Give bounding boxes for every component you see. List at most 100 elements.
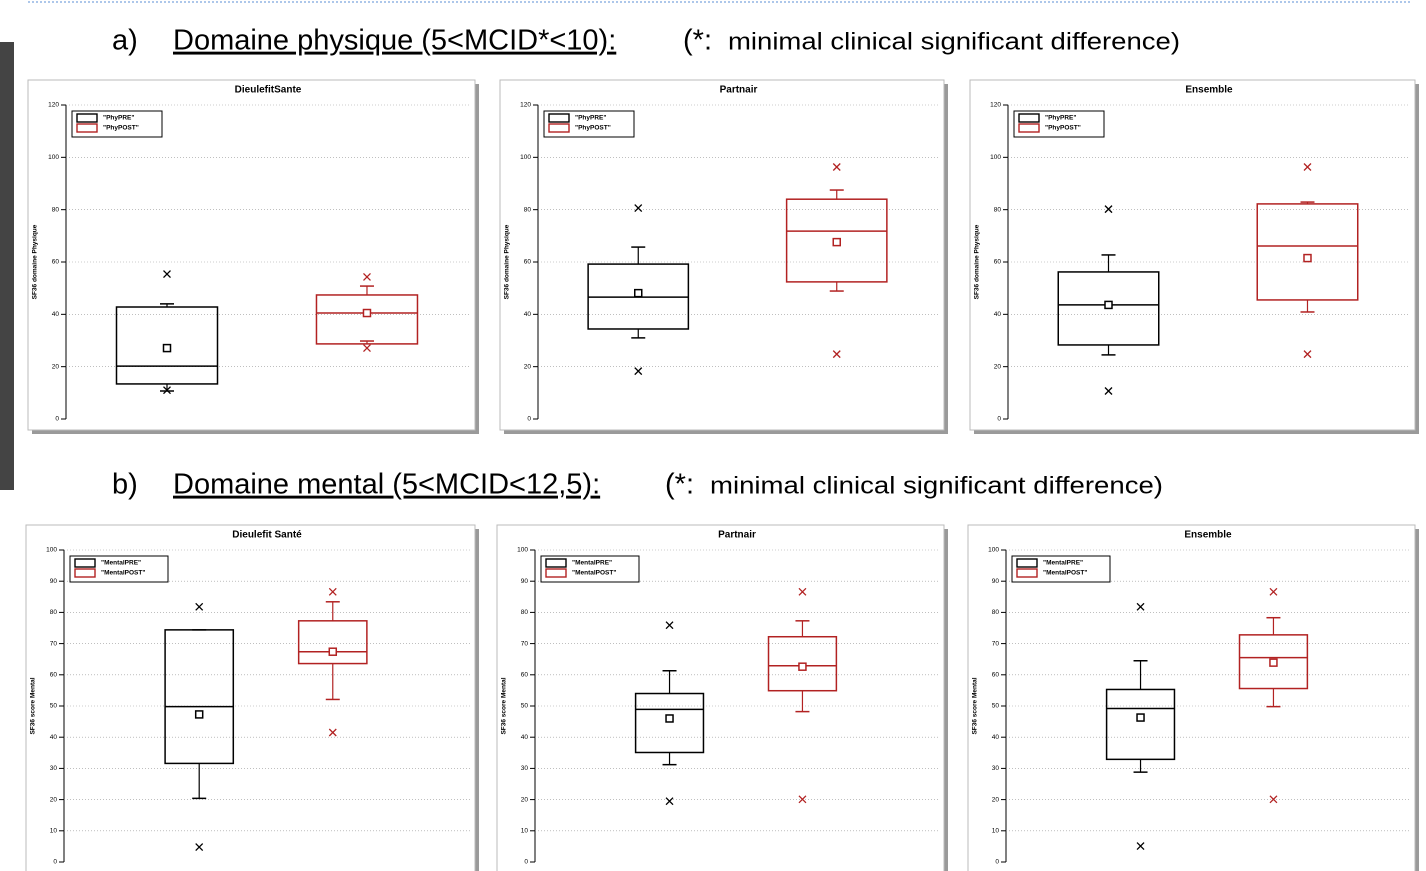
outlier-stroke: [1303, 350, 1312, 359]
y-tick-label: 70: [521, 640, 529, 647]
legend-label: "MentalPOST": [101, 570, 145, 577]
y-tick-label: 100: [988, 547, 999, 554]
heading-note: minimal clinical significant difference): [728, 28, 1180, 55]
outlier: [665, 797, 674, 806]
legend-swatch: [74, 558, 96, 568]
heading-letter: a): [112, 25, 138, 57]
box: [164, 629, 235, 765]
y-axis-label: SF36 score Mental: [30, 677, 37, 734]
y-tick-label: 50: [50, 703, 58, 710]
box: [1238, 634, 1309, 690]
outlier: [1104, 205, 1113, 214]
mean: [1104, 300, 1113, 310]
y-tick-label: 20: [524, 363, 532, 370]
box: [785, 198, 888, 283]
outlier: [634, 367, 643, 376]
mean: [832, 237, 841, 247]
y-tick-label: 40: [524, 311, 532, 318]
outlier: [634, 204, 643, 213]
chart-panel: Partnair SF36 domaine Physique 0 20 40 60 80 10…: [499, 79, 948, 434]
y-tick-label: 40: [521, 734, 529, 741]
outlier: [195, 843, 204, 851]
y-tick-label: 100: [46, 547, 57, 554]
outlier-stroke: [363, 272, 371, 281]
y-tick-label: 120: [48, 102, 59, 109]
outlier-stroke: [1269, 587, 1278, 596]
legend-label: "PhyPRE": [103, 115, 134, 122]
y-tick-label: 70: [50, 640, 58, 647]
y-tick-label: 60: [52, 259, 60, 266]
outlier: [1303, 163, 1312, 171]
outlier-stroke: [634, 204, 643, 213]
outlier-stroke: [832, 350, 841, 359]
mean: [1303, 253, 1312, 263]
outlier-stroke: [665, 797, 674, 806]
y-tick-label: 50: [992, 703, 1000, 710]
heading-note-mark: (*:: [683, 25, 712, 57]
outlier-stroke: [328, 728, 337, 737]
y-tick-label: 80: [52, 206, 60, 213]
y-tick-label: 100: [520, 154, 531, 161]
outlier-stroke: [1136, 842, 1145, 851]
mean: [194, 710, 204, 719]
y-tick-label: 60: [524, 259, 532, 266]
legend-swatch: [1018, 113, 1040, 123]
heading-title: Domaine mental (5<MCID<12,5):: [173, 469, 600, 501]
outlier: [1136, 602, 1145, 611]
y-tick-label: 30: [992, 765, 1000, 772]
outlier: [1269, 795, 1278, 804]
outlier-stroke: [1303, 163, 1312, 171]
legend-label: "MentalPRE": [101, 560, 141, 567]
mean: [634, 288, 643, 298]
outlier: [1303, 350, 1312, 359]
y-tick-label: 30: [521, 765, 529, 772]
y-tick-label: 90: [992, 578, 1000, 585]
y-tick-label: 0: [53, 859, 57, 866]
legend-label: "MentalPOST": [1043, 570, 1087, 577]
box: [767, 635, 838, 692]
heading-note-mark: (*:: [665, 469, 694, 501]
y-axis-label: SF36 score Mental: [501, 677, 508, 734]
legend-swatch: [76, 113, 98, 123]
outlier-stroke: [195, 843, 204, 851]
y-tick-label: 0: [524, 859, 528, 866]
outlier-stroke: [1269, 795, 1278, 804]
y-tick-label: 20: [994, 363, 1002, 370]
chart-panel: Ensemble SF36 domaine Physique 0 20 40 60 80 10…: [969, 79, 1419, 434]
panel: [967, 524, 1416, 871]
box: [297, 620, 368, 665]
mean: [362, 308, 372, 318]
heading-letter: b): [112, 469, 138, 501]
y-tick-label: 20: [50, 796, 58, 803]
box: [1105, 688, 1176, 761]
outlier-stroke: [832, 163, 841, 171]
outlier: [163, 270, 171, 278]
y-tick-label: 40: [992, 734, 1000, 741]
panel: [27, 79, 476, 431]
y-tick-label: 30: [50, 765, 58, 772]
legend-label: "PhyPOST": [1045, 125, 1081, 132]
outlier: [798, 587, 807, 596]
outlier: [195, 602, 204, 611]
y-tick-label: 40: [52, 311, 60, 318]
chart-title: Partnair: [718, 530, 756, 541]
y-axis-label: SF36 domaine Physique: [32, 224, 39, 299]
outlier-stroke: [1104, 205, 1113, 214]
outlier: [798, 795, 807, 804]
outlier: [363, 344, 371, 353]
outlier-stroke: [163, 270, 171, 278]
mean: [798, 662, 807, 671]
outlier: [363, 272, 371, 281]
legend-swatch: [1016, 558, 1038, 568]
y-tick-label: 70: [992, 640, 1000, 647]
y-tick-label: 10: [50, 828, 58, 835]
legend-swatch: [545, 558, 567, 568]
y-tick-label: 40: [994, 311, 1002, 318]
y-tick-label: 100: [990, 154, 1001, 161]
box: [115, 306, 219, 385]
y-tick-label: 80: [50, 609, 58, 616]
legend-swatch: [74, 568, 96, 578]
y-tick-label: 20: [992, 796, 1000, 803]
outlier: [163, 386, 171, 395]
